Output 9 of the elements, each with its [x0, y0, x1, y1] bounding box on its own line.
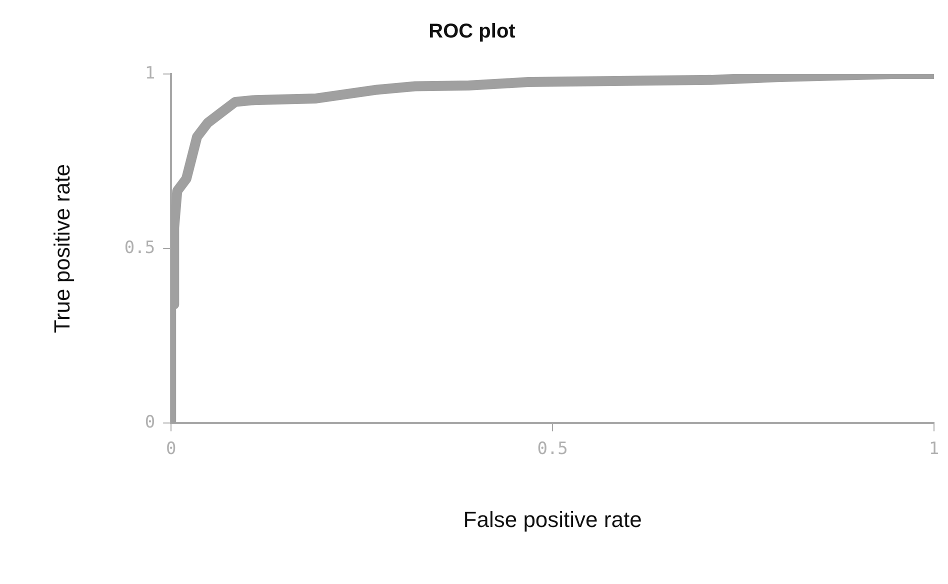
- x-axis-title: False positive rate: [463, 506, 642, 532]
- chart-title: ROC plot: [428, 20, 516, 43]
- y-tick-label: 1: [144, 63, 156, 84]
- y-axis-title: True positive rate: [49, 164, 74, 334]
- y-tick-label: 0.5: [124, 238, 156, 258]
- x-tick-label: 0.5: [537, 438, 568, 459]
- x-tick-label: 1: [928, 438, 940, 459]
- x-tick-label: 0: [166, 438, 176, 459]
- y-tick-label: 0: [144, 412, 156, 433]
